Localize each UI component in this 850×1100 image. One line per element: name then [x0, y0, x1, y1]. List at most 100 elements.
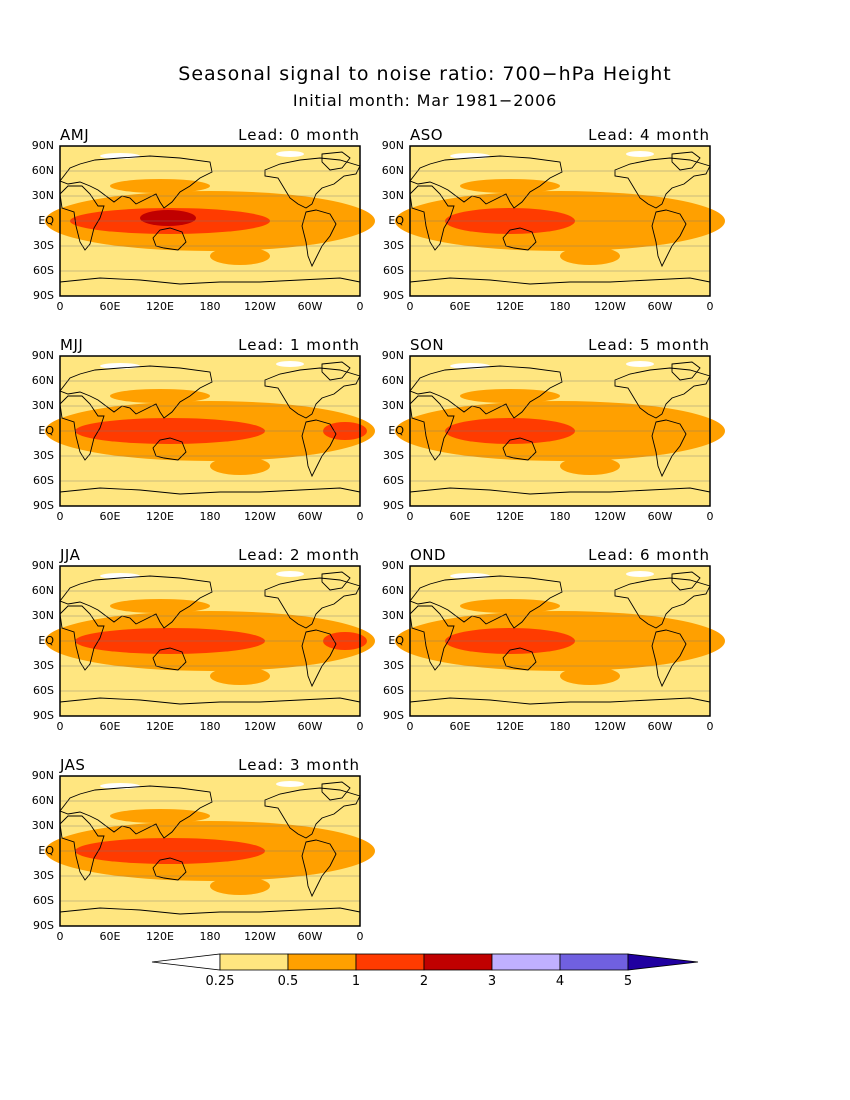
coastline — [321, 361, 351, 381]
y-tick-label: 30S — [33, 869, 54, 882]
x-tick-label: 0 — [406, 300, 414, 313]
x-tick-label: 0 — [706, 510, 714, 523]
x-tick-label: 180 — [199, 300, 221, 313]
x-tick-label: 120E — [146, 300, 174, 313]
y-tick-label: 90N — [31, 139, 54, 152]
y-tick-label: 60S — [33, 264, 54, 277]
y-tick-label: 90N — [381, 349, 404, 362]
sh-patch-0.5-1 — [560, 667, 620, 685]
panel-lead: Lead: 3 month — [238, 756, 360, 774]
low-patch — [626, 361, 654, 367]
map-panel: OND Lead: 6 month 90N 60N 30N EQ 30S 60S 90S 0 60E… — [370, 546, 760, 746]
nh-band-0.5-1 — [460, 389, 560, 403]
y-tick-label: 60S — [33, 684, 54, 697]
map-frame — [59, 565, 361, 717]
x-tick-label: 120E — [496, 720, 524, 733]
coastline — [651, 419, 687, 478]
x-tick-label: 60W — [297, 720, 323, 733]
coastline — [502, 437, 537, 461]
coastline — [59, 487, 361, 495]
panel-map — [45, 355, 375, 507]
colorbar-low-arrow — [151, 953, 221, 971]
x-tick-label: 120W — [244, 510, 276, 523]
x-tick-label: 0 — [56, 720, 64, 733]
peak-2-3 — [140, 210, 196, 226]
x-tick-label: 0 — [706, 720, 714, 733]
x-tick-label: 120W — [594, 510, 626, 523]
x-tick-label: 0 — [356, 930, 364, 943]
nh-band-0.5-1 — [110, 389, 210, 403]
panel-season: MJJ — [60, 336, 84, 354]
coastline — [152, 857, 187, 881]
coastline — [671, 151, 701, 171]
x-tick-label: 60E — [449, 300, 471, 313]
y-tick-label: EQ — [38, 844, 54, 857]
x-tick-label: 180 — [549, 510, 571, 523]
y-tick-label: 60N — [31, 374, 54, 387]
y-tick-label: 90S — [383, 289, 404, 302]
y-tick-label: 60S — [383, 474, 404, 487]
x-tick-label: 120E — [496, 510, 524, 523]
colorbar-label: 0.25 — [205, 974, 235, 989]
low-patch — [276, 151, 304, 157]
panel-lead: Lead: 1 month — [238, 336, 360, 354]
coastline — [59, 277, 361, 285]
x-tick-label: 180 — [199, 720, 221, 733]
y-tick-label: 90S — [33, 709, 54, 722]
coastline — [264, 367, 361, 419]
coastline — [301, 839, 337, 898]
coastline — [301, 209, 337, 268]
panel-lead: Lead: 4 month — [588, 126, 710, 144]
colorbar-label: 2 — [419, 974, 429, 989]
y-tick-label: 60N — [31, 164, 54, 177]
y-tick-label: 90N — [381, 559, 404, 572]
x-tick-label: 60W — [647, 720, 673, 733]
x-tick-label: 120W — [244, 300, 276, 313]
panel-season: ASO — [410, 126, 444, 144]
colorbar-graphic — [151, 953, 699, 971]
low-patch — [276, 781, 304, 787]
map-panel: JAS Lead: 3 month 90N 60N 30N EQ 30S 60S 90S 0 60E… — [20, 756, 410, 956]
y-tick-label: 60S — [33, 894, 54, 907]
x-tick-label: 60W — [647, 510, 673, 523]
y-tick-label: 60N — [381, 584, 404, 597]
coastline — [59, 697, 361, 705]
panel-season: AMJ — [60, 126, 90, 144]
x-tick-label: 120E — [146, 930, 174, 943]
colorbar-segment — [219, 953, 289, 971]
x-tick-label: 180 — [549, 720, 571, 733]
coastline — [152, 647, 187, 671]
coastline — [264, 577, 361, 629]
map-panel: JJA Lead: 2 month 90N 60N 30N EQ 30S 60S 90S 0 60E… — [20, 546, 410, 746]
coastline — [301, 629, 337, 688]
low-patch — [626, 571, 654, 577]
coastline — [502, 227, 537, 251]
sh-patch-0.5-1 — [210, 667, 270, 685]
sh-patch-0.5-1 — [560, 457, 620, 475]
x-tick-label: 0 — [56, 930, 64, 943]
x-tick-label: 60W — [647, 300, 673, 313]
nh-band-0.5-1 — [110, 179, 210, 193]
sh-patch-0.5-1 — [210, 457, 270, 475]
map-panel: ASO Lead: 4 month 90N 60N 30N EQ 30S 60S 90S 0 60E… — [370, 126, 760, 326]
colorbar-label: 5 — [623, 974, 633, 989]
coastline — [409, 605, 455, 671]
x-tick-label: 0 — [356, 720, 364, 733]
sh-patch-0.5-1 — [210, 247, 270, 265]
coastline — [59, 785, 213, 839]
panel-season: OND — [410, 546, 447, 564]
nh-band-0.5-1 — [110, 809, 210, 823]
map-frame — [59, 775, 361, 927]
colorbar-segment — [559, 953, 629, 971]
map-frame — [409, 355, 711, 507]
colorbar-high-arrow — [627, 953, 699, 971]
colorbar-segment — [423, 953, 493, 971]
coastline — [59, 575, 213, 629]
y-tick-label: EQ — [38, 214, 54, 227]
colorbar-label: 4 — [555, 974, 565, 989]
x-tick-label: 0 — [56, 300, 64, 313]
x-tick-label: 60E — [99, 510, 121, 523]
x-tick-label: 60W — [297, 300, 323, 313]
y-tick-label: 30S — [33, 659, 54, 672]
y-tick-label: 30S — [383, 239, 404, 252]
